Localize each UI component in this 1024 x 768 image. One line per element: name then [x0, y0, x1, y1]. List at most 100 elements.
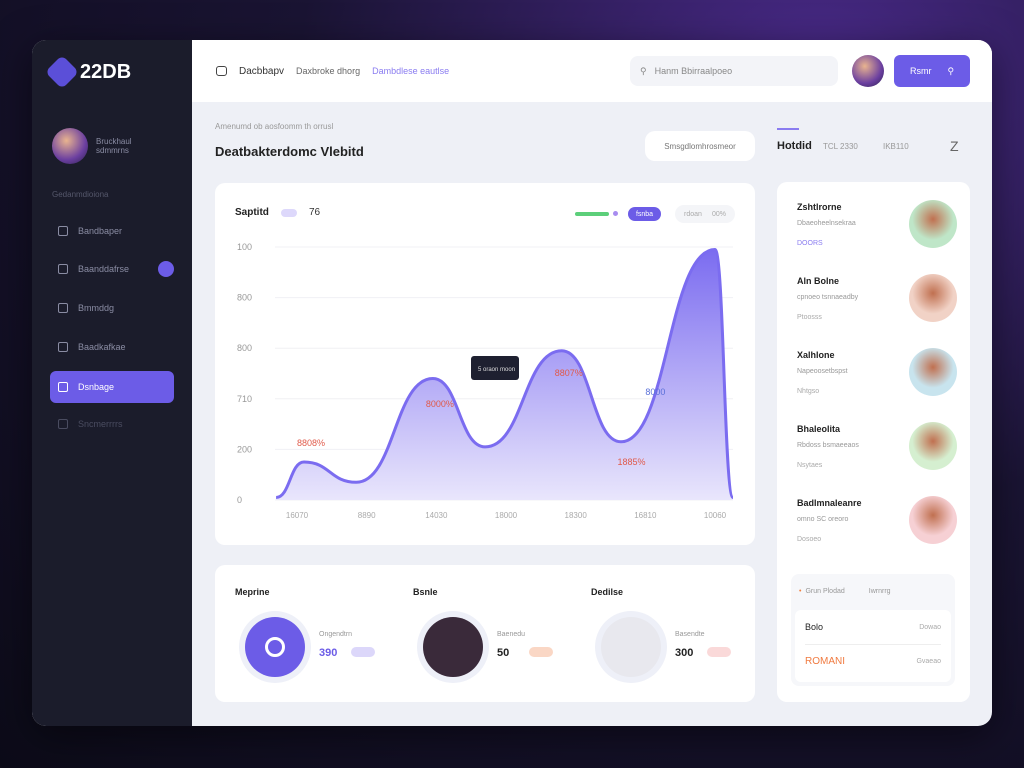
sidebar-item-5[interactable]: Sncmerrrrs: [50, 408, 174, 440]
header-avatar[interactable]: [852, 55, 884, 87]
app-window: 22DB Bruckhaul sdmmrns Gedanmdioiona Band…: [32, 40, 992, 726]
hero-meta: Nhtgso: [797, 388, 820, 395]
x-tick-label: 18000: [495, 511, 518, 520]
tooltip: [471, 356, 519, 380]
breadcrumb-item[interactable]: Dacbbapv: [239, 65, 285, 77]
hero-list-item[interactable]: Aln Bolne cpnoeo tsnnaeadby Ptoosss: [797, 274, 957, 344]
tab-3[interactable]: IKB110: [883, 142, 909, 151]
hero-name: Badlmnaleanre: [797, 498, 862, 508]
hero-name: Bhaleolita: [797, 424, 841, 434]
page-subtitle: Amenumd ob aosfoomm th orrusl: [215, 122, 334, 131]
toggle-option[interactable]: 00%: [711, 210, 726, 218]
toggle-group[interactable]: rdoan 00%: [675, 205, 735, 223]
area-chart: 0 200 710 800 800 100 16070 8890 14030 18000 18300…: [237, 242, 735, 520]
stat-badge: [351, 647, 375, 657]
hero-name: Xalhlone: [797, 350, 835, 360]
stat-avatar: [245, 617, 305, 677]
z-icon[interactable]: Z: [950, 138, 959, 154]
stat-sub: Baenedu: [497, 631, 526, 638]
logo[interactable]: 22DB: [45, 55, 132, 89]
hero-desc: Dbaeoheelnsekraa: [797, 220, 856, 227]
document-icon: [58, 342, 68, 352]
hero-list-item[interactable]: Badlmnaleanre omno SC oreoro Dosoeo: [797, 496, 957, 566]
stat-label: Dedilse: [591, 587, 624, 597]
tab-2[interactable]: TCL 2330: [823, 142, 858, 151]
breadcrumb-item[interactable]: Dambdlese eautlse: [372, 66, 450, 76]
sidebar-item-label: Baanddafrse: [78, 264, 130, 274]
settings-icon: [58, 419, 68, 429]
tooltip-text: 5 oraon moon: [478, 367, 515, 373]
x-tick-label: 14030: [425, 511, 448, 520]
logo-text: 22DB: [80, 60, 132, 83]
search-icon: ⚲: [947, 65, 955, 76]
stat-value: 390: [319, 647, 338, 659]
mini-cell: Gvaeao: [916, 658, 941, 665]
y-tick-label: 100: [237, 242, 252, 252]
hero-avatar: [909, 496, 957, 544]
y-tick-label: 0: [237, 495, 242, 505]
sidebar-item-label: Dsnbage: [78, 382, 115, 392]
series-line: [275, 248, 735, 499]
sidebar-item-0[interactable]: Bandbaper: [50, 215, 174, 247]
sidebar-item-4[interactable]: Dsnbage: [50, 371, 174, 403]
mini-cell: ROMANI: [805, 656, 845, 667]
stat-label: Meprine: [235, 587, 270, 597]
hero-name: Zshtlrorne: [797, 202, 842, 212]
breadcrumb-item[interactable]: Daxbroke dhorg: [296, 66, 361, 76]
chart-title: Saptitd: [235, 207, 269, 218]
data-label: 8808%: [297, 438, 325, 448]
legend-dot: [613, 211, 618, 216]
hero-meta: Nsytaes: [797, 462, 823, 469]
tab-hotdid[interactable]: Hotdid: [777, 140, 812, 152]
hero-avatar: [909, 422, 957, 470]
primary-button[interactable]: Rsmr ⚲: [894, 55, 970, 87]
sidebar-item-2[interactable]: Bmmddg: [50, 292, 174, 324]
hero-meta: Dosoeo: [797, 536, 822, 543]
hero-meta: Ptoosss: [797, 314, 822, 321]
mini-cell: Dowao: [919, 624, 941, 631]
mini-cell: Bolo: [805, 622, 824, 632]
hero-list-item[interactable]: Xalhlone Napeoosetbspst Nhtgso: [797, 348, 957, 418]
mini-header: Iwrnrrg: [868, 588, 891, 595]
logo-icon: [45, 55, 79, 89]
hero-avatar: [909, 274, 957, 322]
hero-avatar: [909, 348, 957, 396]
hero-list-item[interactable]: Zshtlrorne Dbaeoheelnsekraa DOORS: [797, 200, 957, 270]
search-placeholder: Hanm Bbirraalpoeo: [654, 66, 733, 76]
stat-badge: [707, 647, 731, 657]
sidebar-section-label: Gedanmdioiona: [52, 190, 109, 199]
user-profile[interactable]: Bruckhaul sdmmrns: [52, 128, 132, 164]
button-label: Rsmr: [909, 66, 932, 76]
toggle-option[interactable]: rdoan: [684, 210, 702, 218]
sidebar: 22DB Bruckhaul sdmmrns Gedanmdioiona Band…: [32, 40, 192, 726]
chart-card: Saptitd 76 fsnba rdoan 00% 0 200 710 800 800 1…: [215, 183, 755, 545]
stat-sub: Basendte: [675, 631, 705, 638]
toggle-active[interactable]: fsnba: [628, 207, 661, 221]
mini-header: Grun Plodad: [805, 588, 845, 595]
page-icon: [58, 226, 68, 236]
data-label: 1885%: [617, 457, 645, 467]
x-tick-label: 8890: [358, 511, 376, 520]
hero-list-item[interactable]: Bhaleolita Rbdoss bsmaeeaos Nsytaes: [797, 422, 957, 492]
y-tick-label: 800: [237, 293, 252, 303]
mini-table: • Grun Plodad Iwrnrrg Bolo Dowao ROMANI G…: [791, 574, 955, 686]
sidebar-item-1[interactable]: Baanddafrse: [50, 253, 174, 285]
user-name: Bruckhaul: [96, 137, 132, 146]
search-icon: ⚲: [640, 65, 647, 76]
data-label: 8000: [645, 387, 665, 397]
sidebar-item-3[interactable]: Baadkafkae: [50, 331, 174, 363]
y-tick-label: 200: [237, 444, 252, 454]
hero-desc: cpnoeo tsnnaeadby: [797, 294, 859, 301]
y-tick-label: 800: [237, 343, 252, 353]
hero-desc: Rbdoss bsmaeeaos: [797, 442, 859, 449]
stat-avatar: [601, 617, 661, 677]
breadcrumb: Dacbbapv Daxbroke dhorg Dambdlese eautls…: [216, 66, 449, 77]
legend-line: [575, 212, 609, 216]
heroes-panel: Zshtlrorne Dbaeoheelnsekraa DOORS Aln Bolne…: [777, 182, 970, 702]
filter-button[interactable]: Smsgdlomhrosmeor: [645, 131, 755, 161]
clock-icon: [58, 264, 68, 274]
image-icon: [58, 382, 68, 392]
folder-icon: [58, 303, 68, 313]
search-input[interactable]: ⚲ Hanm Bbirraalpoeo: [630, 56, 838, 86]
y-tick-label: 710: [237, 394, 252, 404]
